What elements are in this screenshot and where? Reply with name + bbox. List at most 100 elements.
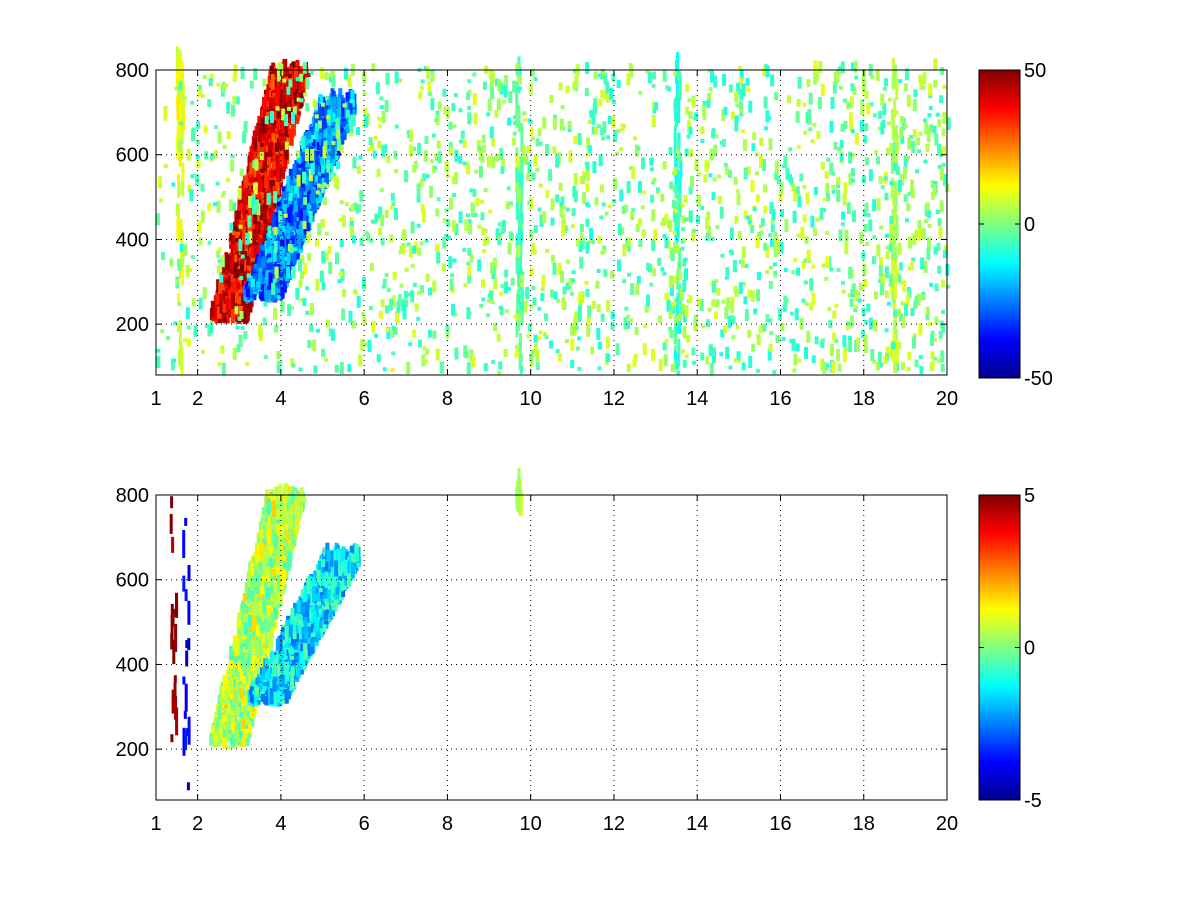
heatmap-cell xyxy=(927,321,932,326)
heatmap-cell xyxy=(868,317,873,330)
heatmap-cell xyxy=(876,156,880,165)
heatmap-cell xyxy=(935,210,940,214)
heatmap-cell xyxy=(762,67,767,76)
heatmap-cell xyxy=(420,285,425,294)
heatmap-cell xyxy=(291,95,296,108)
heatmap-cell xyxy=(613,177,617,190)
heatmap-cell xyxy=(788,147,793,152)
heatmap-cell xyxy=(272,278,277,283)
heatmap-cell xyxy=(655,190,660,195)
heatmap-cell xyxy=(739,112,744,117)
heatmap-cell xyxy=(636,146,641,151)
heatmap-cell xyxy=(872,235,877,240)
heatmap-cell xyxy=(435,156,440,161)
heatmap-cell xyxy=(848,336,852,341)
heatmap-cell xyxy=(436,197,441,202)
heatmap-cell xyxy=(268,142,273,151)
heatmap-cell xyxy=(914,295,919,304)
x-tick-label: 6 xyxy=(359,388,370,410)
heatmap-cell xyxy=(906,155,910,160)
heatmap-cell xyxy=(259,291,263,300)
heatmap-cell xyxy=(538,141,543,146)
heatmap-cell xyxy=(370,142,375,151)
heatmap-cell xyxy=(741,83,746,96)
heatmap-cell xyxy=(406,362,411,374)
heatmap-cell xyxy=(462,161,467,166)
heatmap-cell xyxy=(326,105,331,110)
heatmap-cell xyxy=(520,290,525,299)
heatmap-cell xyxy=(805,111,810,124)
heatmap-cell xyxy=(497,370,502,375)
heatmap-cell xyxy=(884,233,889,238)
heatmap-cell xyxy=(626,320,631,329)
colorbar-tick-label: 0 xyxy=(1024,214,1035,236)
heatmap-cell xyxy=(274,120,278,129)
heatmap-cell xyxy=(677,247,681,272)
heatmap-cell xyxy=(315,190,320,195)
heatmap-cell xyxy=(423,149,428,162)
heatmap-cell xyxy=(360,338,365,351)
heatmap-cell xyxy=(829,267,834,272)
heatmap-cell xyxy=(657,257,662,266)
heatmap-cell xyxy=(245,189,250,205)
heatmap-cell xyxy=(604,211,609,216)
heatmap-cell xyxy=(263,302,268,307)
heatmap-cell xyxy=(674,190,678,199)
heatmap-cell xyxy=(941,324,946,333)
heatmap-cell xyxy=(930,330,935,335)
heatmap-cell xyxy=(923,118,927,123)
heatmap-cell xyxy=(582,192,587,205)
heatmap-cell xyxy=(345,92,350,109)
heatmap-cell xyxy=(285,137,290,146)
heatmap-cell xyxy=(268,214,273,219)
heatmap-cell xyxy=(652,71,657,80)
heatmap-cell xyxy=(511,137,516,146)
heatmap-cell xyxy=(339,200,344,205)
heatmap-cell xyxy=(262,256,267,269)
heatmap-cell xyxy=(687,98,692,103)
heatmap-cell xyxy=(763,126,768,131)
heatmap-cell xyxy=(265,111,270,120)
heatmap-cell xyxy=(610,270,615,279)
heatmap-cell xyxy=(917,219,922,232)
heatmap-cell xyxy=(178,140,183,152)
heatmap-cell xyxy=(864,320,869,325)
heatmap-cell xyxy=(678,271,683,280)
heatmap-cell xyxy=(723,325,728,334)
heatmap-cell xyxy=(232,347,237,360)
heatmap-cell xyxy=(285,125,290,138)
heatmap-cell xyxy=(442,218,447,223)
heatmap-cell xyxy=(467,106,472,110)
heatmap-cell xyxy=(807,116,812,125)
heatmap-cell xyxy=(333,175,338,188)
heatmap-cell xyxy=(488,291,493,304)
heatmap-cell xyxy=(736,82,741,95)
heatmap-cell xyxy=(755,171,759,176)
heatmap-cell xyxy=(432,280,437,293)
heatmap-cell xyxy=(319,270,324,283)
heatmap-cell xyxy=(545,144,549,157)
heatmap-cell xyxy=(573,173,578,185)
heatmap-cell xyxy=(359,237,364,246)
heatmap-cell xyxy=(522,117,527,122)
heatmap-cell xyxy=(399,283,404,288)
heatmap-cell xyxy=(239,276,244,280)
heatmap-cell xyxy=(820,161,825,170)
heatmap-cell xyxy=(515,166,519,183)
heatmap-cell xyxy=(243,120,248,133)
heatmap-cell xyxy=(809,302,814,311)
heatmap-cell xyxy=(932,125,937,134)
heatmap-cell xyxy=(520,297,524,326)
heatmap-cell xyxy=(266,283,271,300)
heatmap-cell xyxy=(910,308,915,316)
heatmap-cell xyxy=(285,193,290,198)
heatmap-cell xyxy=(865,157,870,166)
heatmap-cell xyxy=(600,313,605,322)
heatmap-cell xyxy=(394,124,399,129)
heatmap-cell xyxy=(508,91,513,103)
heatmap-cell xyxy=(840,61,845,74)
heatmap-cell xyxy=(349,99,354,104)
heatmap-cell xyxy=(289,265,294,270)
heatmap-cell xyxy=(277,62,282,75)
